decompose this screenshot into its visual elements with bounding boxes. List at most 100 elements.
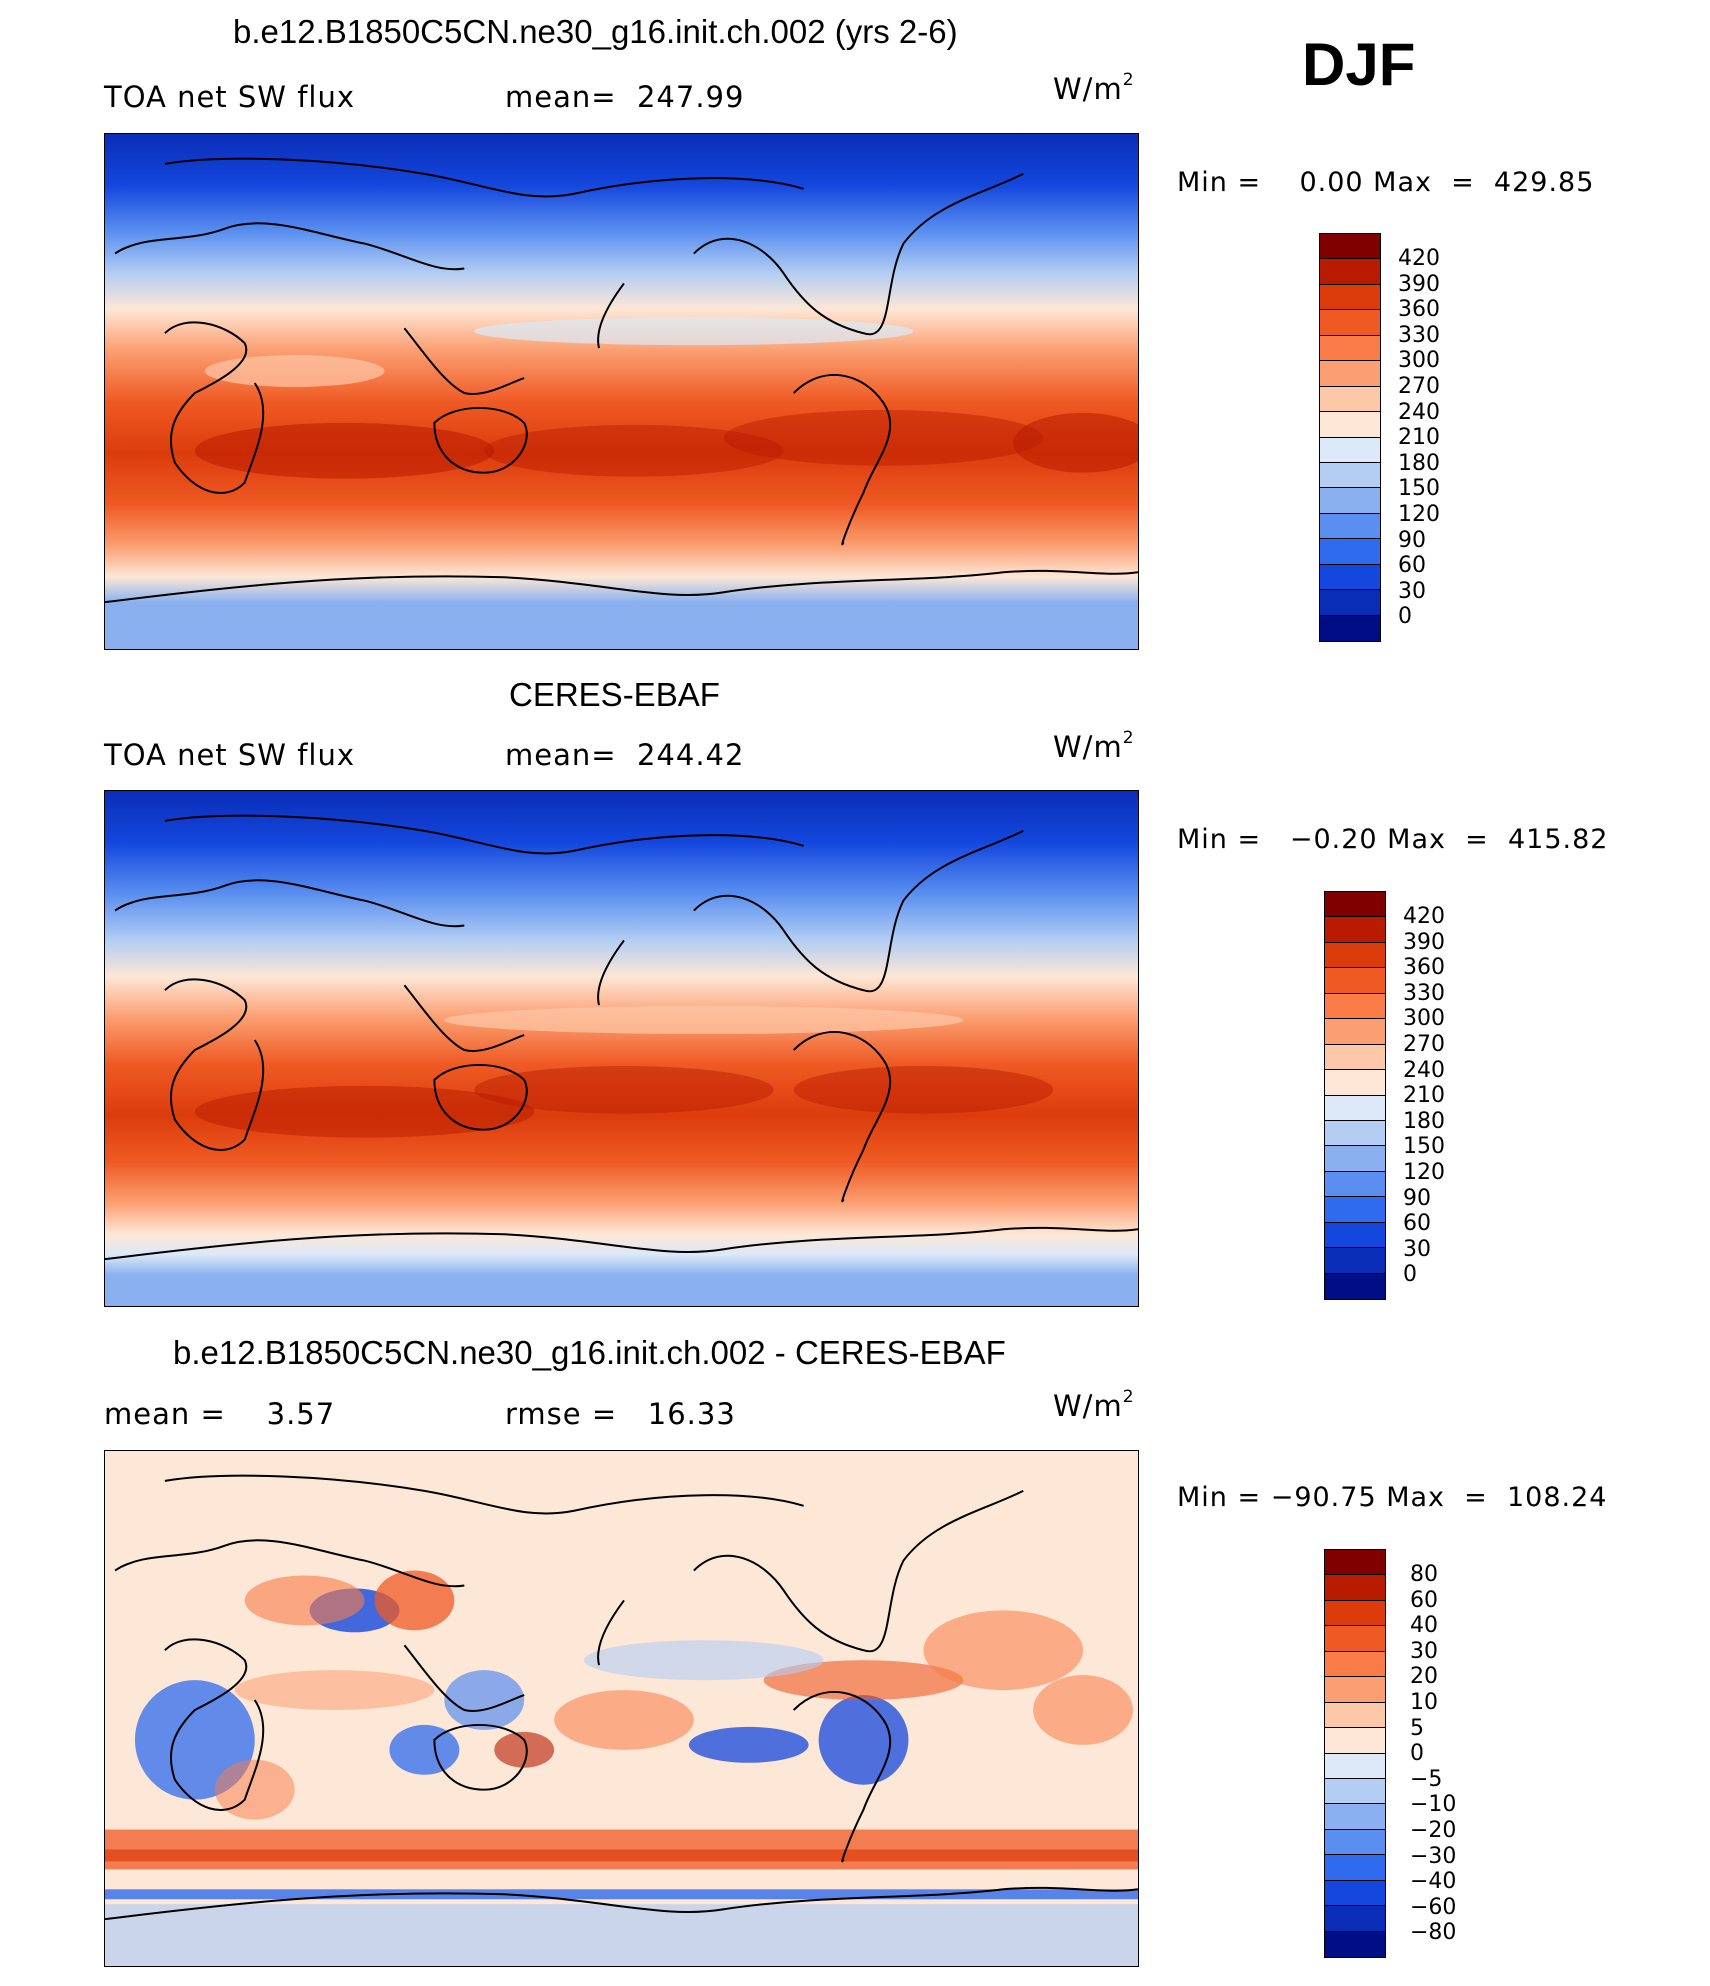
season-label: DJF [1302, 31, 1416, 98]
colorbar-level-label: 120 [1403, 1159, 1445, 1185]
colorbar-segment [1325, 1702, 1385, 1729]
panel-2-coastlines [105, 814, 1138, 1261]
colorbar-segment [1325, 1626, 1385, 1652]
panel-3-units: W/m2 [1053, 1387, 1135, 1423]
panel-2-map [104, 790, 1139, 1307]
colorbar-level-label: 90 [1403, 1185, 1431, 1211]
colorbar-segment [1320, 488, 1380, 514]
panel-2-mean-label: mean= 244.42 [505, 738, 745, 772]
colorbar-level-label: 60 [1410, 1587, 1438, 1613]
panel-1-title: b.e12.B1850C5CN.ne30_g16.init.ch.002 (yr… [233, 13, 958, 50]
colorbar-level-label: 240 [1398, 399, 1440, 425]
panel-2-minmax: Min = −0.20 Max = 415.82 [1177, 824, 1609, 855]
colorbar-segment [1325, 1550, 1385, 1576]
panel-1-map [104, 133, 1139, 650]
panel-1-coastlines [105, 157, 1138, 604]
colorbar-level-label: −30 [1410, 1843, 1457, 1869]
panel-3-minmax: Min = −90.75 Max = 108.24 [1177, 1482, 1608, 1513]
colorbar-level-label: 420 [1398, 246, 1440, 271]
colorbar-segment [1320, 386, 1380, 413]
colorbar-level-label: 330 [1398, 322, 1440, 348]
panel-1-colorbar-labels: 420 390 360 330 300 270 240 210 180 150 120 90 60 30 0 [1398, 246, 1440, 630]
colorbar-level-label: 10 [1410, 1689, 1438, 1715]
colorbar-level-label: 180 [1403, 1108, 1445, 1134]
colorbar-segment [1325, 1677, 1385, 1703]
colorbar-level-label: 90 [1398, 527, 1426, 553]
colorbar-segment [1325, 1880, 1385, 1907]
colorbar-segment [1320, 539, 1380, 565]
colorbar-level-label: 0 [1403, 1262, 1417, 1288]
panel-2-field [105, 791, 1138, 1306]
panel-3-mean-label: mean = 3.57 [104, 1397, 336, 1431]
colorbar-level-label: −5 [1410, 1766, 1443, 1792]
panel-2-title: CERES-EBAF [509, 676, 720, 713]
colorbar-segment [1320, 590, 1380, 616]
colorbar-segment [1325, 968, 1385, 994]
colorbar-level-label: 360 [1398, 297, 1440, 323]
colorbar-level-label: 30 [1403, 1236, 1431, 1262]
colorbar-segment [1325, 1778, 1385, 1805]
colorbar-segment [1325, 1575, 1385, 1601]
panel-2-units: W/m2 [1053, 728, 1135, 764]
colorbar-level-label: 360 [1403, 955, 1445, 981]
colorbar-segment [1320, 361, 1380, 387]
colorbar-level-label: 0 [1398, 604, 1412, 630]
colorbar-level-label: −80 [1410, 1920, 1457, 1946]
panel-2-colorbar [1324, 891, 1386, 1300]
colorbar-level-label: 60 [1403, 1211, 1431, 1237]
colorbar-level-label: 270 [1398, 373, 1440, 399]
colorbar-level-label: 390 [1398, 271, 1440, 297]
colorbar-level-label: 80 [1410, 1562, 1438, 1587]
colorbar-segment [1325, 1044, 1385, 1071]
colorbar-level-label: 300 [1398, 348, 1440, 374]
colorbar-segment [1325, 993, 1385, 1020]
colorbar-segment [1325, 1906, 1385, 1932]
panel-1-variable-label: TOA net SW flux [104, 80, 356, 114]
colorbar-segment [1320, 513, 1380, 540]
panel-3-rmse-label: rmse = 16.33 [505, 1397, 736, 1431]
colorbar-level-label: 210 [1398, 425, 1440, 451]
colorbar-segment [1325, 1273, 1385, 1299]
colorbar-segment [1320, 462, 1380, 489]
colorbar-level-label: 420 [1403, 904, 1445, 929]
panel-1-units: W/m2 [1053, 70, 1135, 106]
colorbar-level-label: 20 [1410, 1664, 1438, 1690]
panel-1-colorbar [1319, 233, 1381, 642]
colorbar-level-label: 0 [1410, 1741, 1424, 1767]
colorbar-level-label: 150 [1398, 476, 1440, 502]
colorbar-segment [1325, 1753, 1385, 1779]
colorbar-segment [1325, 1804, 1385, 1830]
colorbar-segment [1325, 1248, 1385, 1274]
colorbar-segment [1325, 1600, 1385, 1627]
colorbar-segment [1320, 310, 1380, 336]
colorbar-level-label: 5 [1410, 1715, 1424, 1741]
colorbar-level-label: −20 [1410, 1817, 1457, 1843]
colorbar-segment [1325, 1120, 1385, 1147]
colorbar-segment [1325, 1222, 1385, 1249]
colorbar-level-label: 210 [1403, 1083, 1445, 1109]
colorbar-segment [1325, 1931, 1385, 1957]
colorbar-segment [1320, 564, 1380, 591]
colorbar-segment [1325, 942, 1385, 969]
colorbar-level-label: −10 [1410, 1792, 1457, 1818]
colorbar-level-label: 150 [1403, 1134, 1445, 1160]
colorbar-segment [1320, 615, 1380, 641]
panel-3-title: b.e12.B1850C5CN.ne30_g16.init.ch.002 - C… [173, 1334, 1006, 1371]
colorbar-segment [1325, 1070, 1385, 1096]
colorbar-segment [1320, 284, 1380, 311]
colorbar-segment [1325, 892, 1385, 918]
colorbar-level-label: 60 [1398, 553, 1426, 579]
panel-1-field [105, 134, 1138, 649]
colorbar-segment [1325, 1651, 1385, 1678]
panel-3-map [104, 1450, 1139, 1967]
colorbar-level-label: −40 [1410, 1869, 1457, 1895]
colorbar-segment [1325, 1728, 1385, 1754]
colorbar-segment [1325, 1146, 1385, 1172]
panel-1-minmax: Min = 0.00 Max = 429.85 [1177, 167, 1595, 198]
colorbar-level-label: 180 [1398, 450, 1440, 476]
panel-3-field [105, 1451, 1138, 1966]
colorbar-segment [1325, 1829, 1385, 1856]
colorbar-level-label: 330 [1403, 980, 1445, 1006]
colorbar-level-label: 270 [1403, 1031, 1445, 1057]
colorbar-level-label: 300 [1403, 1006, 1445, 1032]
